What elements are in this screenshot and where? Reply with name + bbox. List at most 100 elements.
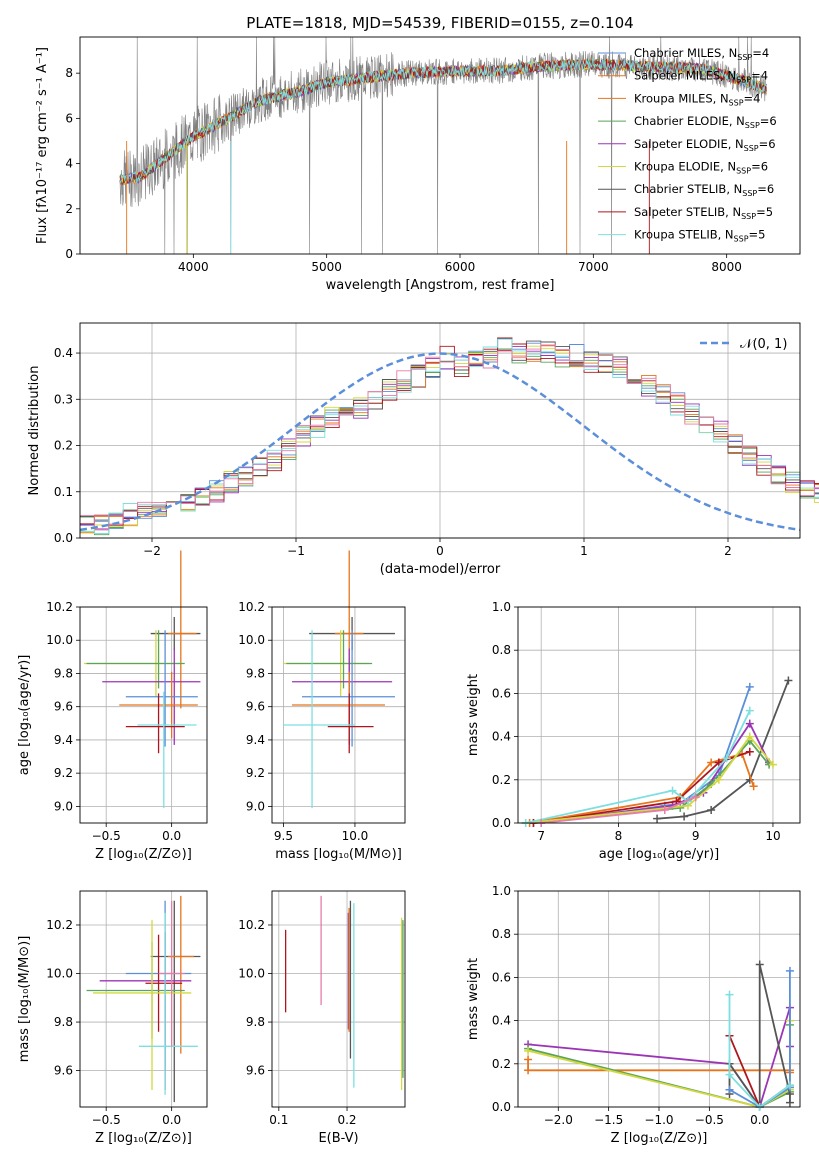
x-tick-label: −1 bbox=[287, 544, 305, 558]
y-tick-label: 0.8 bbox=[492, 643, 511, 657]
y-axis-label: mass weight bbox=[466, 958, 481, 1040]
x-tick-label: 7 bbox=[537, 829, 545, 843]
mass-weight-marker bbox=[745, 706, 754, 715]
y-tick-label: 10.2 bbox=[238, 600, 265, 614]
axes-frame bbox=[271, 606, 406, 824]
x-tick-label: 9 bbox=[692, 829, 700, 843]
legend-value: =4 bbox=[752, 46, 769, 60]
x-axis-label: age [log₁₀(age/yr)] bbox=[599, 847, 720, 862]
mass-weight-marker bbox=[714, 775, 723, 784]
legend-subscript: SSP bbox=[745, 121, 760, 130]
mass-weight-marker bbox=[725, 1070, 734, 1079]
x-tick-label: 5000 bbox=[311, 260, 342, 274]
legend-value: =5 bbox=[756, 205, 773, 219]
x-tick-label: 0 bbox=[436, 544, 444, 558]
legend-subscript: SSP bbox=[729, 98, 744, 107]
legend-subscript: SSP bbox=[741, 212, 756, 221]
y-tick-label: 1.0 bbox=[492, 600, 511, 614]
mass-weight-marker bbox=[707, 806, 716, 815]
mass-weight-marker bbox=[785, 1081, 794, 1090]
y-tick-label: 0.6 bbox=[492, 686, 511, 700]
x-tick-label: −2.0 bbox=[544, 1113, 573, 1127]
axes-frame bbox=[79, 322, 801, 539]
y-tick-label: 6 bbox=[65, 111, 73, 125]
legend-label: Kroupa STELIB, NSSP=5 bbox=[634, 228, 765, 244]
legend-value: =6 bbox=[759, 137, 776, 151]
mass-weight-marker bbox=[725, 990, 734, 999]
legend-subscript: SSP bbox=[734, 235, 749, 244]
model-fit-line bbox=[119, 58, 767, 184]
y-tick-label: 0.2 bbox=[492, 773, 511, 787]
age-vs-Z-panel: −0.5 0.0 9.0 9.2 9.4 9.6 9.8 10.0 10.2 Z [log₁₀(Z… bbox=[17, 550, 208, 862]
y-tick-label: 2 bbox=[65, 202, 73, 216]
x-tick-label: −0.5 bbox=[92, 829, 121, 843]
x-tick-label: 7000 bbox=[578, 260, 609, 274]
x-axis-label: E(B-V) bbox=[318, 1131, 358, 1146]
y-tick-label: 9.4 bbox=[54, 733, 73, 747]
axes-frame bbox=[79, 890, 208, 1108]
y-tick-label: 0.1 bbox=[54, 485, 73, 499]
x-tick-label: 10 bbox=[765, 829, 780, 843]
x-tick-label: 10.0 bbox=[342, 829, 369, 843]
x-axis-label: mass [log₁₀(M/M⊙)] bbox=[275, 847, 402, 862]
y-axis-label: mass [log₁₀(M/M⊙)] bbox=[17, 936, 32, 1063]
x-axis-label: wavelength [Angstrom, rest frame] bbox=[326, 278, 555, 293]
mass-weight-line bbox=[533, 721, 770, 824]
legend-subscript: SSP bbox=[744, 144, 759, 153]
mass-weight-line bbox=[728, 994, 791, 1109]
legend-label: 𝒩(0, 1) bbox=[740, 337, 787, 352]
x-tick-label: 6000 bbox=[445, 260, 476, 274]
y-tick-label: 4 bbox=[65, 157, 73, 171]
y-tick-label: 0.2 bbox=[54, 439, 73, 453]
y-tick-label: 0 bbox=[65, 247, 73, 261]
mass-weight-marker bbox=[676, 803, 685, 812]
x-tick-label: 1 bbox=[580, 544, 588, 558]
axes-frame bbox=[517, 890, 801, 1108]
massweight-vs-age-panel: 7 8 9 10 0.0 0.2 0.4 0.6 0.8 1.0 age [log₁₀(age/yr… bbox=[466, 600, 801, 862]
legend-label: Chabrier ELODIE, NSSP=6 bbox=[634, 114, 777, 130]
mass-weight-marker bbox=[725, 1085, 734, 1094]
x-tick-label: 0.0 bbox=[162, 1113, 181, 1127]
mass-weight-marker bbox=[653, 814, 662, 823]
legend-value: =5 bbox=[749, 228, 766, 242]
mass-weight-marker bbox=[749, 782, 758, 791]
y-tick-label: 10.0 bbox=[238, 967, 265, 981]
mass-weight-marker bbox=[745, 732, 754, 741]
x-tick-label: 0.0 bbox=[750, 1113, 769, 1127]
mass-weight-marker bbox=[524, 1055, 533, 1064]
mass-vs-Z-panel: −0.5 0.0 9.6 9.8 10.0 10.2 Z [log₁₀(Z/Z⊙)] mass… bbox=[17, 890, 208, 1146]
y-tick-label: 0.3 bbox=[54, 392, 73, 406]
y-tick-label: 9.6 bbox=[246, 700, 265, 714]
legend-label: Kroupa ELODIE, NSSP=6 bbox=[634, 160, 768, 176]
mass-weight-marker bbox=[785, 966, 794, 975]
mass-weight-marker bbox=[745, 719, 754, 728]
y-tick-label: 9.6 bbox=[54, 1064, 73, 1078]
legend-value: =6 bbox=[751, 160, 768, 174]
mass-vs-ebv-panel: 0.1 0.2 9.6 9.8 10.0 10.2 E(B-V) bbox=[238, 890, 406, 1146]
mass-weight-marker bbox=[691, 793, 700, 802]
mass-weight-marker bbox=[785, 1098, 794, 1107]
x-tick-label: −2 bbox=[143, 544, 161, 558]
y-axis-label: mass weight bbox=[466, 674, 481, 756]
mass-weight-marker bbox=[768, 760, 777, 769]
y-tick-label: 9.6 bbox=[246, 1064, 265, 1078]
y-tick-label: 9.0 bbox=[246, 799, 265, 813]
y-tick-label: 9.2 bbox=[54, 766, 73, 780]
x-axis-label: Z [log₁₀(Z/Z⊙)] bbox=[95, 1131, 192, 1146]
y-tick-label: 10.2 bbox=[46, 918, 73, 932]
x-tick-label: 0.1 bbox=[269, 1113, 288, 1127]
y-tick-label: 10.0 bbox=[46, 967, 73, 981]
mass-weight-marker bbox=[668, 786, 677, 795]
y-tick-label: 10.0 bbox=[46, 633, 73, 647]
axes-frame bbox=[79, 36, 801, 255]
legend-label: Chabrier STELIB, NSSP=6 bbox=[634, 182, 774, 198]
y-tick-label: 0.0 bbox=[54, 531, 73, 545]
gaussian-curve bbox=[79, 352, 801, 532]
x-tick-label: 9.5 bbox=[274, 829, 293, 843]
y-axis-label: Flux [fλ10⁻¹⁷ erg cm⁻² s⁻¹ A⁻¹] bbox=[35, 47, 50, 244]
legend-label: Salpeter MILES, NSSP=4 bbox=[634, 69, 768, 85]
x-tick-label: −1.5 bbox=[594, 1113, 623, 1127]
residuals-panel: −2 −1 0 1 2 0.0 0.1 0.2 0.3 0.4 (data-model)/error… bbox=[27, 322, 819, 577]
y-tick-label: 9.6 bbox=[54, 700, 73, 714]
x-axis-label: (data-model)/error bbox=[380, 562, 501, 577]
